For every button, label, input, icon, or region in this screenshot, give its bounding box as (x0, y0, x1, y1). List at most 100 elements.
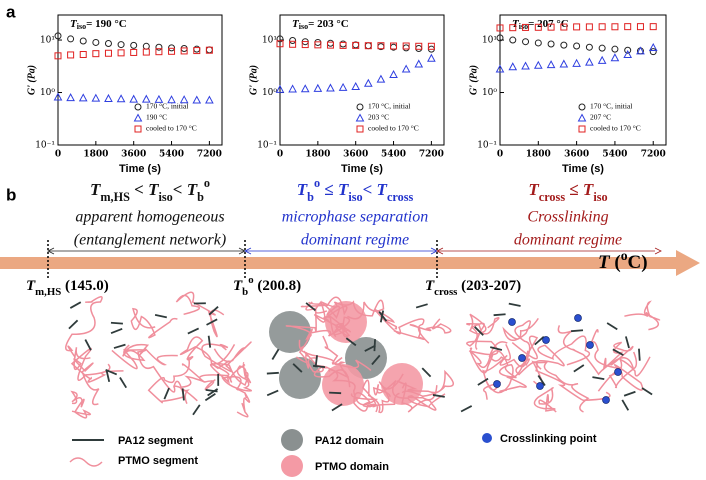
x-tick-label: 3600 (564, 150, 589, 160)
ptmo-chain (313, 365, 379, 406)
script-part: o (621, 248, 628, 263)
pa12-segment (493, 313, 506, 317)
chart-title: Tiso= 190 °C (70, 18, 127, 31)
marker (54, 52, 62, 60)
marker (288, 84, 297, 93)
region-description: microphase separation (282, 209, 429, 226)
marker (402, 42, 410, 50)
marker (276, 35, 284, 43)
script-part: b (242, 286, 248, 298)
marker (180, 44, 188, 52)
range-arrowhead (244, 247, 252, 255)
region-condition: Tbo ≤ Tiso< Tcross (297, 176, 414, 204)
marker (92, 38, 100, 46)
ptmo-chain (321, 299, 385, 320)
text-part: T (528, 180, 539, 199)
marker (402, 44, 410, 52)
script-part: o (248, 274, 253, 286)
text-part: C) (628, 252, 648, 273)
script-part: b (197, 190, 204, 204)
marker (104, 93, 113, 102)
ptmo-chain (372, 380, 446, 408)
marker (649, 48, 657, 56)
pa12-segment (573, 364, 585, 373)
x-tick-label: 5400 (159, 150, 184, 160)
pa12-segment (110, 321, 123, 325)
legend-label: 207 °C (590, 113, 611, 122)
marker (356, 103, 364, 111)
marker (547, 23, 555, 31)
marker (585, 43, 593, 51)
pa12-segment (421, 367, 432, 378)
y-axis-label: G' (Pa) (26, 65, 37, 95)
marker (415, 44, 423, 52)
pa12-segment (84, 339, 92, 351)
marker (104, 49, 112, 57)
pa12-segment (623, 390, 636, 397)
y-tick-label: 10⁻¹ (35, 141, 55, 151)
marker (597, 55, 607, 64)
marker (401, 64, 411, 73)
marker (300, 84, 310, 93)
marker (546, 60, 556, 69)
marker (289, 36, 297, 44)
marker (427, 53, 436, 62)
marker (598, 44, 606, 52)
marker (585, 57, 594, 66)
pa12-segment (331, 403, 343, 412)
script-part: cross (387, 190, 414, 204)
marker (180, 47, 188, 55)
marker (636, 23, 644, 31)
x-tick-label: 0 (55, 150, 61, 160)
pa12-segment (345, 337, 357, 347)
ptmo-chain (393, 318, 452, 341)
pa12-segment (592, 376, 605, 380)
legend-label: PA12 segment (118, 435, 193, 447)
marker (130, 48, 138, 56)
ptmo-chain (213, 360, 252, 387)
y-tick-label: 10⁰ (40, 88, 55, 98)
pa12-segment (292, 363, 303, 373)
marker (611, 45, 619, 53)
title-text: = 207 °C (528, 18, 569, 30)
legend-label: PA12 domain (315, 435, 384, 447)
text-part: T (233, 278, 243, 294)
boundary-label: Tm,HS (145.0) (26, 278, 109, 298)
domain (269, 311, 311, 353)
marker (610, 53, 620, 62)
marker (389, 69, 398, 79)
marker (636, 46, 645, 55)
text-part: T (187, 180, 198, 199)
script-part: iso (348, 190, 362, 204)
marker (117, 41, 125, 49)
ptmo-chain (373, 308, 430, 344)
ptmo-chain (533, 387, 557, 413)
x-axis-label: Time (s) (341, 163, 383, 175)
legend-ptmo-domain (281, 455, 303, 477)
title-subscript: iso (519, 22, 528, 31)
ptmo-chain (70, 347, 124, 383)
x-tick-label: 3600 (343, 150, 368, 160)
x-axis-label: Time (s) (562, 163, 604, 175)
ptmo-chain (295, 345, 372, 372)
pa12-segment (460, 405, 473, 413)
region-description: (entanglement network) (74, 232, 226, 249)
marker (649, 23, 657, 31)
script-part: cross (539, 190, 566, 204)
ptmo-chain (466, 322, 499, 356)
text-part: < (363, 180, 377, 199)
marker (326, 39, 334, 47)
marker (363, 78, 373, 87)
boundary-value: (200.8) (254, 278, 302, 294)
ptmo-chain (469, 343, 511, 374)
pa12-segment (474, 326, 484, 336)
legend-label: Crosslinking point (500, 433, 597, 445)
ptmo-chain (285, 301, 317, 350)
marker (496, 24, 504, 32)
pa12-segment (537, 375, 546, 387)
text-part: < (173, 180, 187, 199)
crosslink-point (518, 354, 526, 362)
x-tick-label: 3600 (121, 150, 146, 160)
marker (547, 40, 555, 48)
text-part: T (583, 180, 594, 199)
